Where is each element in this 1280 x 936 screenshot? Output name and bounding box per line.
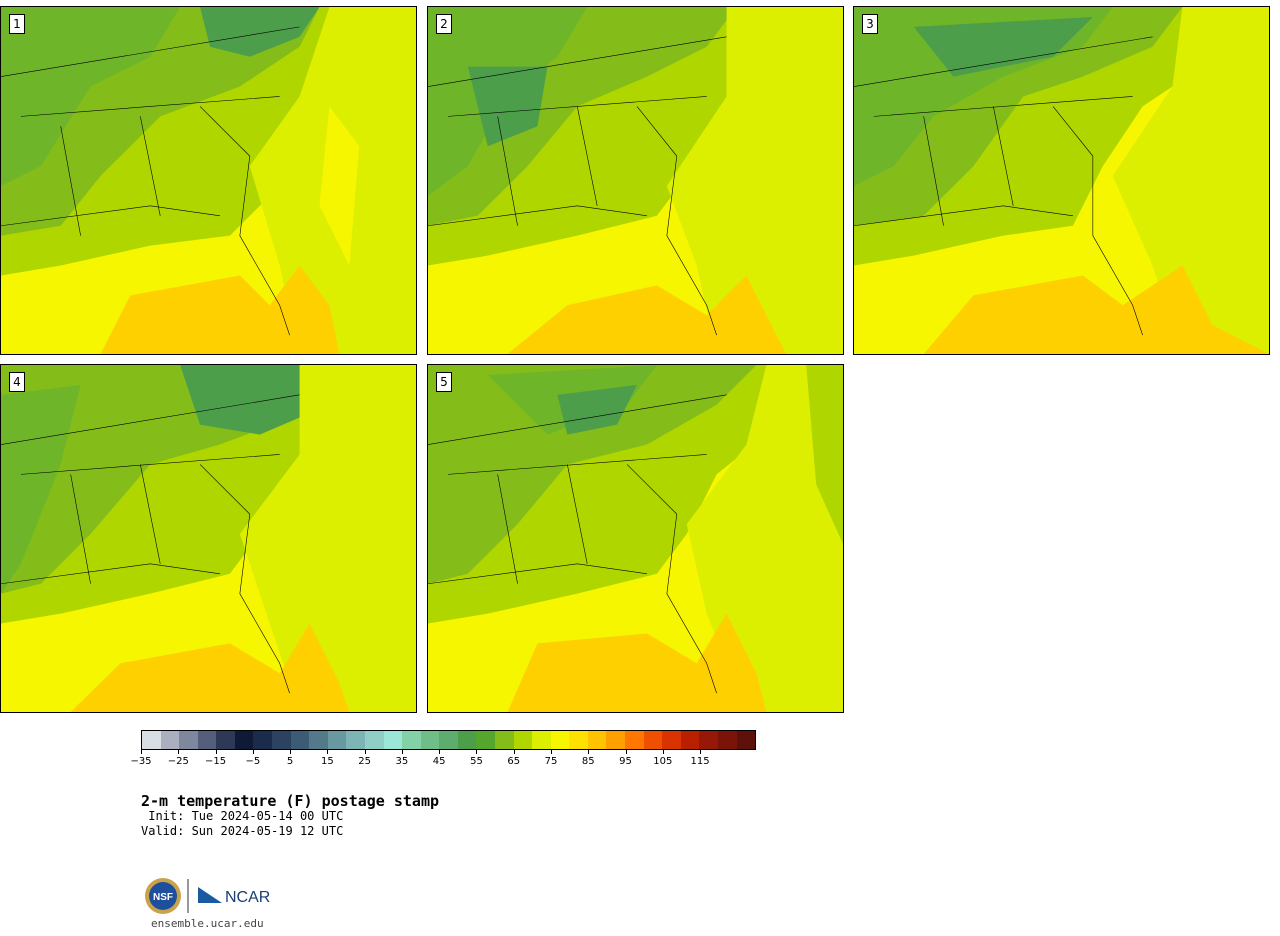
temperature-map-4 bbox=[1, 365, 416, 712]
colorbar-tick bbox=[700, 750, 702, 754]
colorbar-cell bbox=[606, 731, 626, 749]
colorbar-cell bbox=[272, 731, 291, 749]
sponsor-logos: NSF NCAR bbox=[145, 876, 285, 916]
colorbar-tick-label: −25 bbox=[167, 756, 189, 767]
panel-number: 2 bbox=[436, 14, 452, 34]
colorbar-tick bbox=[290, 750, 292, 754]
colorbar-tick-label: 105 bbox=[653, 756, 673, 767]
colorbar-cell bbox=[309, 731, 328, 749]
colorbar-cell bbox=[680, 731, 700, 749]
nsf-seal-icon: NSF bbox=[145, 878, 181, 914]
colorbar-cell bbox=[216, 731, 235, 749]
temperature-map-3 bbox=[854, 7, 1269, 354]
colorbar-cell bbox=[532, 731, 551, 749]
colorbar-tick bbox=[215, 750, 217, 754]
colorbar-tick-label: −35 bbox=[130, 756, 152, 767]
colorbar-cell bbox=[290, 731, 310, 749]
nsf-ncar-logo: NSF NCAR bbox=[145, 878, 270, 914]
colorbar-cell bbox=[550, 731, 570, 749]
panel-number: 5 bbox=[436, 372, 452, 392]
valid-time: Valid: Sun 2024-05-19 12 UTC bbox=[141, 824, 344, 838]
colorbar-cell bbox=[402, 731, 421, 749]
temperature-map-1 bbox=[1, 7, 416, 354]
colorbar-tick bbox=[327, 750, 329, 754]
colorbar-cell bbox=[383, 731, 403, 749]
colorbar-tick bbox=[551, 750, 552, 754]
colorbar-tick bbox=[252, 750, 254, 754]
colorbar-cell bbox=[179, 731, 198, 749]
colorbar-cell bbox=[494, 731, 514, 749]
colorbar-cell bbox=[476, 731, 495, 749]
chart-title: 2-m temperature (F) postage stamp bbox=[141, 792, 440, 810]
colorbar-cell bbox=[643, 731, 663, 749]
forecast-panel-3: 3 bbox=[853, 6, 1270, 355]
panel-number: 1 bbox=[9, 14, 25, 34]
colorbar-cell bbox=[662, 731, 681, 749]
colorbar-cell bbox=[327, 731, 347, 749]
colorbar-cell bbox=[569, 731, 588, 749]
colorbar-cell bbox=[346, 731, 365, 749]
colorbar-cell bbox=[717, 731, 737, 749]
colorbar-tick-label: 35 bbox=[395, 756, 409, 767]
colorbar-tick-label: −5 bbox=[245, 756, 261, 767]
colorbar-tick-label: 15 bbox=[320, 756, 334, 767]
colorbar-cell bbox=[253, 731, 273, 749]
colorbar-cell bbox=[699, 731, 718, 749]
colorbar-tick bbox=[401, 750, 403, 754]
temperature-colorbar bbox=[141, 730, 756, 750]
colorbar-cell bbox=[439, 731, 458, 749]
colorbar-tick-label: 115 bbox=[690, 756, 710, 767]
colorbar-tick bbox=[513, 750, 515, 754]
colorbar-cell bbox=[160, 731, 180, 749]
colorbar-tick-label: −15 bbox=[204, 756, 227, 767]
temperature-map-2 bbox=[428, 7, 843, 354]
colorbar-tick bbox=[625, 750, 627, 754]
colorbar-cell bbox=[142, 731, 161, 749]
colorbar-tick-label: 45 bbox=[432, 756, 446, 767]
colorbar-tick-label: 55 bbox=[470, 756, 483, 767]
colorbar-cell bbox=[364, 731, 384, 749]
colorbar-cell bbox=[736, 731, 756, 749]
panel-number: 4 bbox=[9, 372, 25, 392]
temperature-map-5 bbox=[428, 365, 843, 712]
forecast-panel-4: 4 bbox=[0, 364, 417, 713]
colorbar-tick bbox=[141, 750, 142, 754]
init-time: Init: Tue 2024-05-14 00 UTC bbox=[141, 809, 344, 823]
colorbar-tick bbox=[662, 750, 664, 754]
colorbar-cell bbox=[513, 731, 533, 749]
colorbar-cell bbox=[625, 731, 644, 749]
colorbar-cell bbox=[420, 731, 440, 749]
forecast-panel-2: 2 bbox=[427, 6, 844, 355]
colorbar-tick-label: 5 bbox=[286, 756, 294, 767]
colorbar-cell bbox=[234, 731, 254, 749]
colorbar-tick bbox=[588, 750, 590, 754]
ncar-logo-icon: NCAR bbox=[198, 887, 270, 906]
colorbar-tick bbox=[439, 750, 441, 754]
colorbar-cell bbox=[457, 731, 477, 749]
forecast-panel-5: 5 bbox=[427, 364, 844, 713]
colorbar-tick bbox=[476, 750, 478, 754]
colorbar-tick bbox=[364, 750, 366, 754]
colorbar-tick-label: 85 bbox=[581, 756, 595, 767]
colorbar-cell bbox=[197, 731, 217, 749]
colorbar-ticks: −35 −25 −15 −5 5 15 25 35 45 55 65 75 85 95 105 115 bbox=[130, 750, 756, 770]
nsf-logo-text: NSF bbox=[153, 892, 173, 903]
colorbar-tick-label: 65 bbox=[507, 756, 521, 767]
colorbar-tick-label: 95 bbox=[619, 756, 632, 767]
panel-number: 3 bbox=[862, 14, 878, 34]
colorbar-tick-label: 25 bbox=[358, 756, 371, 767]
ncar-logo-text: NCAR bbox=[225, 889, 270, 906]
site-url: ensemble.ucar.edu bbox=[151, 917, 264, 930]
colorbar-tick-label: 75 bbox=[544, 756, 558, 767]
forecast-panel-1: 1 bbox=[0, 6, 417, 355]
colorbar-tick bbox=[178, 750, 180, 754]
colorbar-cell bbox=[587, 731, 607, 749]
